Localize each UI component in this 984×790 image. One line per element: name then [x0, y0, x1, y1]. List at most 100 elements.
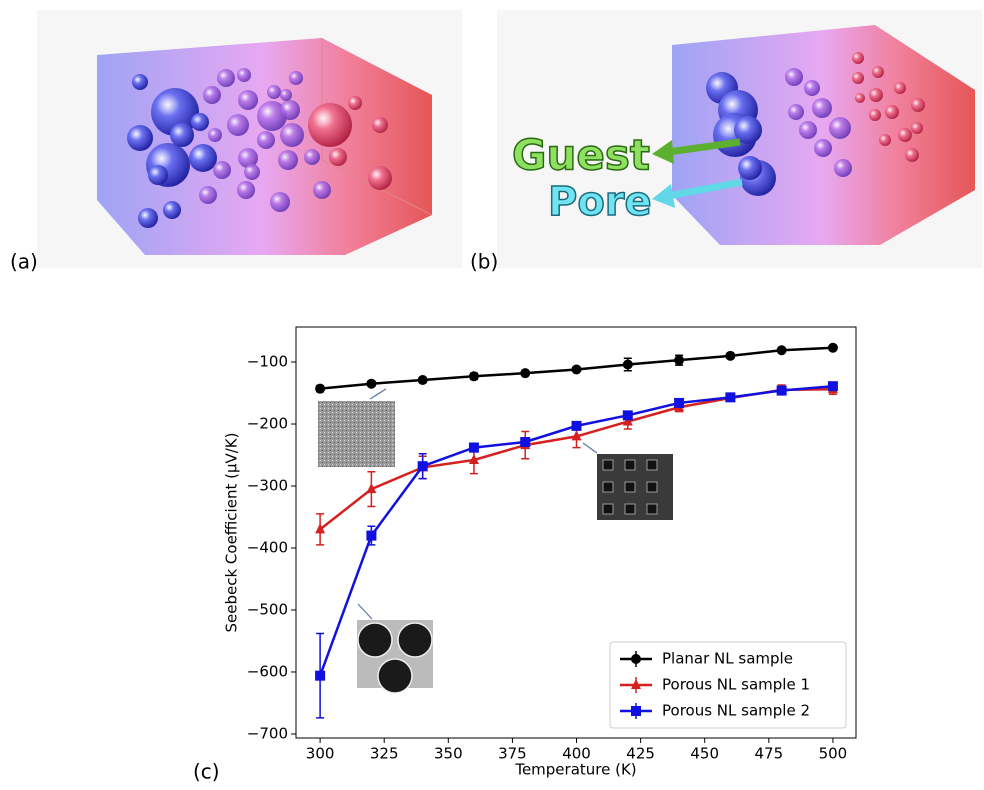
marker	[469, 443, 479, 453]
sphere	[852, 52, 864, 64]
legend-label: Porous NL sample 2	[662, 702, 810, 720]
sphere	[208, 128, 222, 142]
sphere	[785, 68, 803, 86]
x-axis-label: Temperature (K)	[514, 761, 636, 779]
marker	[777, 345, 787, 355]
x-tick-label: 475	[755, 745, 784, 763]
sphere	[238, 90, 258, 110]
sphere	[304, 149, 320, 165]
marker	[469, 371, 479, 381]
marker	[315, 671, 325, 681]
y-axis-label: Seebeck Coefficient (μV/K)	[223, 432, 241, 632]
sphere	[289, 71, 303, 85]
sphere	[905, 148, 919, 162]
legend-label: Porous NL sample 1	[662, 676, 810, 694]
sphere	[829, 117, 851, 139]
sphere	[814, 139, 832, 157]
sphere	[885, 105, 899, 119]
sphere	[788, 104, 804, 120]
sphere	[869, 88, 883, 102]
sphere	[257, 131, 275, 149]
sphere	[329, 148, 347, 166]
y-tick-label: −600	[247, 662, 288, 680]
panel-b: Guest Pore	[497, 10, 982, 268]
sphere	[348, 96, 362, 110]
sphere	[869, 109, 881, 121]
marker	[623, 360, 633, 370]
sphere	[280, 123, 304, 147]
sphere	[879, 134, 891, 146]
sphere	[127, 125, 153, 151]
sphere	[278, 150, 298, 170]
panel-label: (b)	[470, 250, 498, 274]
sphere	[191, 113, 209, 131]
marker	[418, 375, 428, 385]
sphere	[738, 156, 762, 180]
sphere	[911, 122, 923, 134]
marker	[631, 706, 641, 716]
marker	[674, 398, 684, 408]
marker	[572, 364, 582, 374]
marker	[623, 410, 633, 420]
figure: Guest Pore (a) (b) (c) 30032535037540042…	[0, 0, 984, 786]
sphere	[138, 208, 158, 228]
sphere	[203, 86, 221, 104]
marker	[828, 343, 838, 353]
sphere	[132, 74, 148, 90]
inset-holes	[603, 460, 657, 514]
y-tick-label: −500	[247, 600, 288, 618]
sphere	[280, 89, 292, 101]
sphere	[852, 72, 864, 84]
x-tick-label: 325	[370, 745, 399, 763]
y-tick-label: −400	[247, 538, 288, 556]
sphere	[267, 85, 281, 99]
y-tick-label: −700	[247, 724, 288, 742]
sphere	[834, 159, 852, 177]
marker	[631, 654, 641, 664]
sphere	[911, 98, 925, 112]
y-tick-label: −100	[247, 353, 288, 371]
sphere	[237, 68, 251, 82]
sphere	[280, 100, 300, 120]
inset-image	[318, 401, 395, 467]
marker	[725, 392, 735, 402]
sphere	[163, 201, 181, 219]
sphere	[804, 80, 820, 96]
panel-label: (a)	[10, 250, 38, 274]
sphere	[227, 114, 249, 136]
marker	[572, 421, 582, 431]
marker	[520, 437, 530, 447]
x-tick-label: 450	[690, 745, 719, 763]
marker	[725, 351, 735, 361]
sphere	[855, 93, 865, 103]
x-tick-label: 500	[819, 745, 848, 763]
sphere	[217, 69, 235, 87]
sphere	[368, 166, 392, 190]
marker	[828, 381, 838, 391]
marker	[520, 368, 530, 378]
sphere	[237, 181, 255, 199]
y-tick-label: −300	[247, 477, 288, 495]
sphere	[308, 103, 352, 147]
marker	[777, 386, 787, 396]
sphere	[812, 98, 832, 118]
annotation: Guest	[512, 131, 650, 180]
legend-label: Planar NL sample	[662, 650, 793, 668]
sphere	[170, 123, 194, 147]
sphere	[189, 144, 217, 172]
annotation: Pore	[548, 179, 652, 225]
marker	[418, 461, 428, 471]
panel-a	[37, 10, 462, 268]
x-tick-label: 350	[434, 745, 463, 763]
sphere	[898, 128, 912, 142]
sphere	[894, 82, 906, 94]
marker	[366, 531, 376, 541]
y-tick-label: −200	[247, 415, 288, 433]
sphere	[244, 164, 260, 180]
marker	[674, 355, 684, 365]
sphere	[199, 186, 217, 204]
panel-label: (c)	[193, 760, 220, 784]
sphere	[148, 165, 168, 185]
sphere	[872, 66, 884, 78]
